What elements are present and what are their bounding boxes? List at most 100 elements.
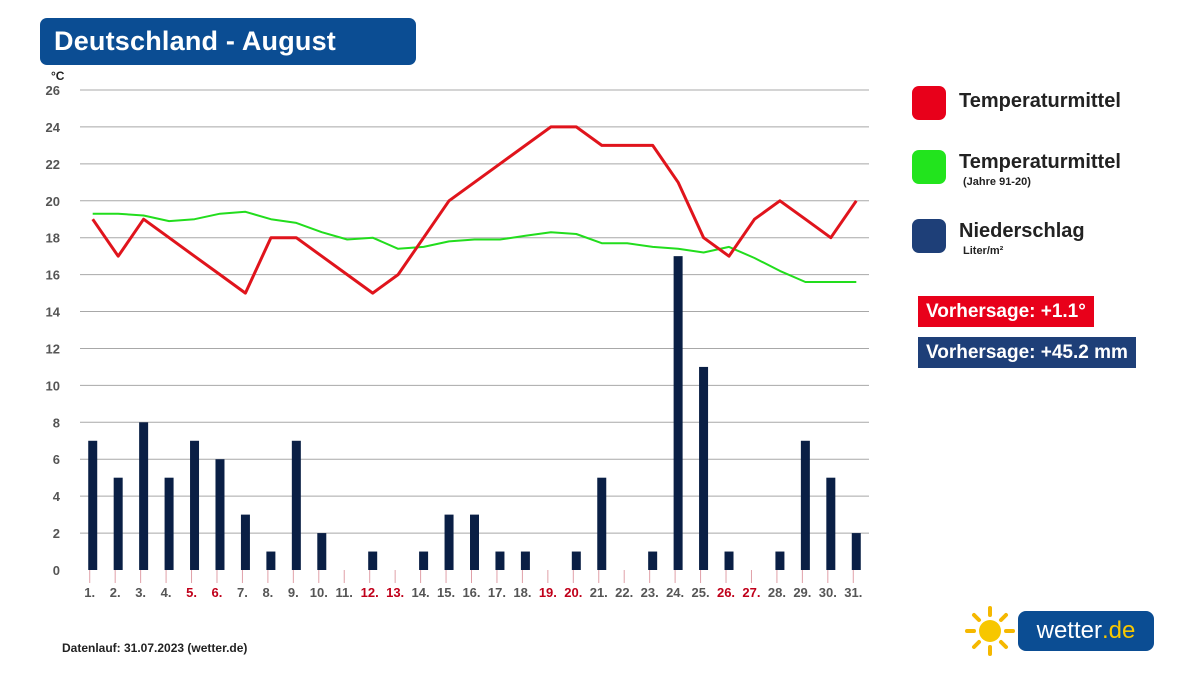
precipitation-bar [266,551,276,570]
precipitation-bar [368,551,378,570]
legend-sublabel-precipitation: Liter/m² [963,245,1004,257]
precipitation-bar [800,440,810,570]
precipitation-bar [470,514,479,570]
temperature-lines [91,125,858,295]
legend-sublabel-temperature-normal: (Jahre 91-20) [963,176,1031,188]
legend-label-precipitation: Niederschlag [959,220,1085,242]
precipitation-bar [88,440,98,570]
x-tick-label: 31. [844,585,862,600]
logo-name: wetter [1036,617,1102,644]
x-tick-label: 10. [310,585,328,600]
x-tick-label: 27. [742,585,760,600]
x-tick-label: 16. [462,585,480,600]
data-run-footnote: Datenlauf: 31.07.2023 (wetter.de) [62,641,248,655]
forecast-temperature-badge: Vorhersage: +1.1° [918,296,1094,327]
chart-title: Deutschland - August [54,26,337,56]
x-tick-label: 21. [590,585,608,600]
legend-swatch-temperature-normal [912,150,946,184]
forecast-precipitation-badge: Vorhersage: +45.2 mm [918,337,1136,368]
x-tick-label: 25. [692,585,710,600]
precipitation-bar [113,477,123,570]
y-tick-label: 22 [46,157,60,172]
y-tick-label: 14 [46,305,61,320]
wetter-de-logo: wetter .de [964,604,1158,658]
precipitation-bar [851,533,861,570]
y-tick-label: 24 [46,120,61,135]
x-tick-label: 3. [135,585,146,600]
x-tick-label: 20. [564,585,582,600]
precipitation-bar [190,440,200,570]
x-tick-label: 12. [361,585,379,600]
x-tick-label: 2. [110,585,121,600]
precipitation-bar [419,551,429,570]
legend-item-temperature-normal: Temperaturmittel (Jahre 91-20) [912,150,1121,190]
precipitation-bar [775,551,785,570]
precipitation-bar [673,256,683,570]
x-tick-label: 7. [237,585,248,600]
x-tick-label: 15. [437,585,455,600]
precipitation-bar [164,477,174,570]
x-tick-label: 5. [186,585,197,600]
precipitation-bar [317,533,327,570]
precipitation-bar [291,440,301,570]
x-tick-label: 8. [262,585,273,600]
x-tick-label: 13. [386,585,404,600]
y-axis-unit-label: °C [51,69,65,83]
x-axis-ticks: 1. 2. 3. 4. 5. 6. 7. 8. 9. 10. 11. 12. 13. 14. 15. 16. 1… [84,570,862,600]
x-tick-label: 19. [539,585,557,600]
y-tick-label: 16 [46,268,60,283]
precipitation-bar [597,477,607,570]
precipitation-bar [444,514,454,570]
sun-icon [965,606,1015,656]
legend-item-temperature: Temperaturmittel [912,86,1121,120]
chart-title-banner: Deutschland - August [40,18,416,65]
temperature-normal-line [92,210,857,283]
x-tick-label: 4. [161,585,172,600]
precipitation-bar [699,366,709,570]
x-tick-label: 18. [513,585,531,600]
x-tick-label: 23. [641,585,659,600]
precipitation-bar [215,459,225,570]
x-tick-label: 1. [84,585,95,600]
y-tick-label: 0 [53,563,60,578]
y-tick-label: 20 [46,194,60,209]
y-tick-label: 26 [46,83,60,98]
x-tick-label: 22. [615,585,633,600]
logo-wordmark: wetter .de [1018,611,1154,651]
x-tick-label: 14. [412,585,430,600]
x-tick-label: 26. [717,585,735,600]
y-tick-label: 8 [53,415,60,430]
y-tick-label: 6 [53,452,60,467]
y-tick-label: 18 [46,231,60,246]
precipitation-bars [88,256,861,570]
precipitation-bar [724,551,734,570]
precipitation-bar [826,477,836,570]
precipitation-bar [139,422,149,570]
temperature-line [91,125,858,295]
precipitation-bar [648,551,658,570]
x-tick-label: 17. [488,585,506,600]
y-tick-label: 2 [53,526,60,541]
precipitation-bar [495,551,505,570]
x-tick-label: 30. [819,585,837,600]
x-tick-label: 24. [666,585,684,600]
gridlines [80,89,869,534]
legend-item-precipitation: Niederschlag Liter/m² [912,219,1085,259]
y-tick-label: 10 [46,378,60,393]
y-tick-label: 12 [46,341,60,356]
legend-swatch-precipitation [912,219,946,253]
x-tick-label: 11. [336,585,353,600]
x-tick-label: 6. [212,585,223,600]
y-tick-label: 4 [53,489,61,504]
legend-label-temperature: Temperaturmittel [959,90,1121,112]
legend-swatch-temperature [912,86,946,120]
x-tick-label: 9. [288,585,299,600]
precipitation-bar [520,551,530,570]
x-tick-label: 29. [793,585,811,600]
logo-tld: .de [1101,617,1136,644]
precipitation-bar [571,551,581,570]
x-tick-label: 28. [768,585,786,600]
precipitation-bar [240,514,250,570]
